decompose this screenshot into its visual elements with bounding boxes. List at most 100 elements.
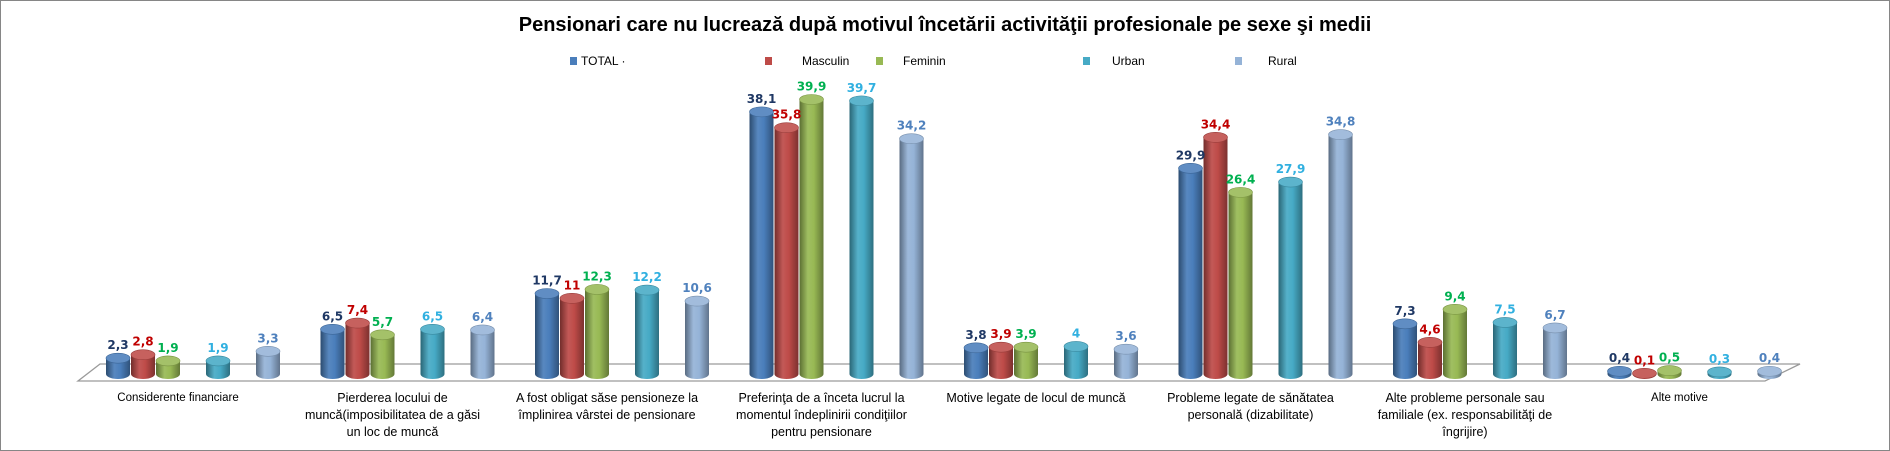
bar-top: [1203, 132, 1228, 143]
bar-body: [1493, 322, 1517, 379]
bar-top: [255, 345, 281, 357]
bar-top: [1063, 341, 1089, 352]
value-label-urban-2: 12,2: [632, 270, 662, 284]
bar-body: [1014, 347, 1038, 379]
legend-swatch-urban: [1083, 57, 1090, 65]
legend-item-feminin: Feminin: [876, 54, 946, 68]
bar-top: [1013, 341, 1039, 353]
bar-top: [1492, 317, 1518, 328]
bar-urban-3: [849, 95, 874, 379]
bar-body: [1228, 192, 1253, 379]
legend-swatch-feminin: [876, 57, 883, 65]
chart-floor: [76, 363, 1801, 382]
bar-body: [749, 111, 774, 379]
bar-urban-1: [420, 323, 445, 379]
bar-top: [205, 355, 231, 367]
bar-body: [1178, 168, 1203, 379]
bar-body: [1543, 327, 1567, 379]
bar-feminin-2: [584, 284, 610, 379]
value-label-rural-3: 34,2: [897, 119, 927, 133]
bar-body: [964, 347, 988, 379]
bar-feminin-6: [1442, 304, 1468, 379]
value-label-rural-6: 6,7: [1544, 308, 1565, 322]
bar-masculin-5: [1203, 132, 1228, 379]
bar-top: [963, 342, 989, 354]
legend-label-feminin: Feminin: [903, 54, 946, 68]
value-label-urban-3: 39,7: [847, 81, 877, 95]
value-label-total-4: 3,8: [965, 328, 986, 342]
bar-body: [420, 329, 445, 379]
bar-top: [1632, 368, 1657, 379]
bar-total-0: [105, 352, 131, 379]
bar-top: [684, 295, 710, 307]
bar-feminin-7: [1657, 365, 1682, 379]
bar-body: [106, 358, 130, 379]
value-label-urban-4: 4: [1072, 326, 1080, 340]
category-label-0: Considerente financiare: [117, 392, 239, 404]
bar-feminin-0: [155, 355, 181, 379]
category-label-6: Alte probleme personale sau familiale (e…: [1377, 391, 1553, 439]
value-label-total-2: 11,7: [532, 274, 562, 288]
bar-top: [370, 329, 395, 341]
bar-total-2: [534, 288, 560, 379]
bar-top: [1607, 365, 1632, 377]
bar-body: [560, 298, 584, 379]
value-label-masculin-2: 11: [564, 278, 581, 292]
bar-top: [1417, 337, 1443, 348]
legend-label-urban: Urban: [1112, 54, 1145, 68]
value-label-total-1: 6,5: [322, 309, 343, 323]
value-label-masculin-1: 7,4: [347, 303, 368, 317]
bar-body: [1443, 309, 1467, 379]
bar-top: [345, 317, 370, 329]
bar-body: [345, 323, 370, 379]
value-label-urban-5: 27,9: [1276, 162, 1306, 176]
bar-masculin-7: [1632, 368, 1657, 379]
legend-label-total: TOTAL ·: [581, 54, 626, 68]
bar-rural-5: [1328, 129, 1353, 379]
bar-top: [1228, 187, 1253, 198]
bar-body: [1114, 349, 1138, 379]
bar-total-4: [963, 342, 989, 379]
bar-top: [849, 95, 874, 107]
bar-total-7: [1607, 365, 1632, 379]
value-label-rural-0: 3,3: [257, 331, 278, 345]
category-label-7: Alte motive: [1651, 392, 1708, 404]
value-label-feminin-4: 3,9: [1015, 327, 1036, 341]
bar-body: [535, 293, 559, 379]
value-label-masculin-6: 4,6: [1419, 322, 1440, 336]
bar-rural-4: [1113, 343, 1139, 379]
bar-body: [1393, 323, 1417, 379]
category-label-2: A fost obligat săse pensioneze la împlin…: [515, 391, 699, 422]
bar-masculin-4: [988, 341, 1014, 379]
bar-feminin-1: [370, 329, 395, 379]
bar-urban-0: [205, 355, 231, 379]
bar-feminin-4: [1013, 341, 1039, 379]
bar-top: [1278, 176, 1303, 188]
bar-top: [1442, 304, 1468, 315]
bar-top: [470, 324, 495, 336]
bar-body: [470, 329, 495, 379]
value-label-total-3: 38,1: [747, 92, 777, 106]
legend-swatch-total: [570, 57, 577, 65]
value-label-rural-7: 0,4: [1759, 351, 1780, 365]
value-label-urban-7: 0,3: [1709, 352, 1730, 366]
value-label-feminin-3: 39,9: [797, 79, 827, 93]
value-label-total-6: 7,3: [1394, 304, 1415, 318]
bar-masculin-3: [774, 122, 799, 379]
bar-top: [1328, 129, 1353, 140]
value-labels-layer: 2,3 2,8 1,9 1,9 3,3 6,5 7,4 5,7 6,5 6,4 11,7 1112,3…: [107, 79, 1780, 367]
bar-body: [849, 100, 874, 379]
value-label-feminin-0: 1,9: [157, 341, 178, 355]
bar-rural-6: [1542, 322, 1568, 379]
bar-masculin-1: [345, 317, 370, 379]
bar-rural-0: [255, 345, 281, 379]
bar-top: [899, 133, 924, 145]
bar-top: [105, 352, 131, 364]
category-label-5: Probleme legate de sănătatea personală (…: [1167, 391, 1334, 422]
bar-body: [1203, 137, 1228, 379]
bar-total-5: [1178, 162, 1203, 379]
value-label-rural-4: 3,6: [1115, 329, 1136, 343]
bar-total-1: [320, 323, 345, 379]
value-label-masculin-4: 3,9: [990, 327, 1011, 341]
